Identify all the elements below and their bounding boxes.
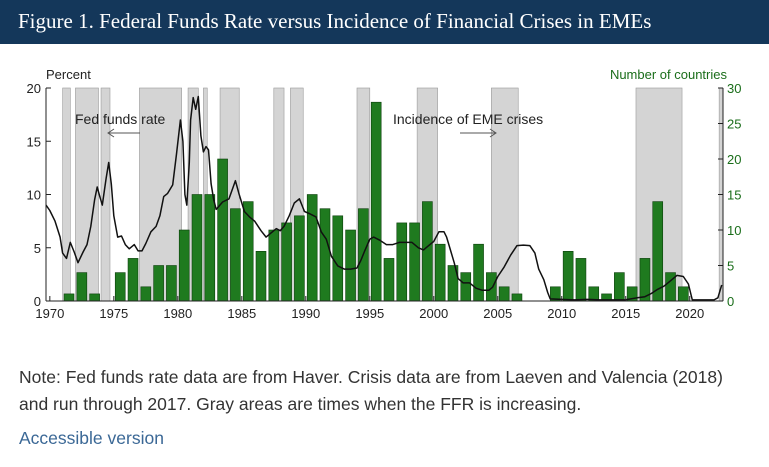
left-tick-label-10: 10 xyxy=(27,188,41,203)
ffr-line-layer xyxy=(45,95,723,301)
crisis-bar-1986 xyxy=(255,251,267,302)
crisis-bar-2017 xyxy=(652,201,664,302)
crisis-bar-1996 xyxy=(383,258,395,302)
crisis-bar-2014 xyxy=(614,272,625,302)
right-axis-label: Number of countries xyxy=(610,67,728,82)
crisis-bar-2003 xyxy=(473,243,484,302)
crisis-bar-1983 xyxy=(217,158,228,302)
crisis-bar-1977 xyxy=(140,286,152,302)
x-tick-label-1990: 1990 xyxy=(291,306,320,321)
crisis-bar-1980 xyxy=(178,229,190,302)
crisis-bar-2002 xyxy=(460,272,472,302)
x-tick-label-2000: 2000 xyxy=(419,306,448,321)
crisis-bar-1978 xyxy=(153,265,164,302)
crisis-bars xyxy=(63,101,689,302)
crisis-bar-1995 xyxy=(370,101,382,302)
right-tick-label-20: 20 xyxy=(727,152,741,167)
crisis-bar-1975 xyxy=(114,272,126,302)
crises-annotation: Incidence of EME crises xyxy=(393,111,543,127)
left-tick-label-15: 15 xyxy=(27,134,41,149)
crisis-bar-2010 xyxy=(562,251,574,302)
right-tick-label-0: 0 xyxy=(727,294,734,309)
crisis-bar-1992 xyxy=(332,215,344,302)
crisis-bar-1999 xyxy=(422,201,433,302)
x-tick-label-2010: 2010 xyxy=(547,306,576,321)
crisis-bar-2019 xyxy=(678,286,689,302)
title-bar: Figure 1. Federal Funds Rate versus Inci… xyxy=(0,0,769,44)
left-tick-label-0: 0 xyxy=(34,294,41,309)
x-tick-label-1995: 1995 xyxy=(355,306,384,321)
right-tick-label-10: 10 xyxy=(727,223,741,238)
crisis-bar-1997 xyxy=(396,222,408,302)
figure-title: Figure 1. Federal Funds Rate versus Inci… xyxy=(18,9,652,33)
crisis-bar-2006 xyxy=(511,293,523,302)
crisis-bar-2011 xyxy=(575,258,587,302)
shaded-period-0 xyxy=(62,87,71,302)
crisis-bar-1979 xyxy=(166,265,177,302)
crisis-bar-1971 xyxy=(63,293,75,302)
crisis-bar-1990 xyxy=(306,194,318,302)
ffr-annotation: Fed funds rate xyxy=(75,111,165,127)
crisis-bar-1998 xyxy=(409,222,420,302)
right-tick-label-15: 15 xyxy=(727,188,741,203)
accessible-version-link[interactable]: Accessible version xyxy=(19,428,164,448)
crisis-bar-1981 xyxy=(191,194,203,302)
x-tick-label-1980: 1980 xyxy=(163,306,192,321)
right-tick-label-30: 30 xyxy=(727,81,741,96)
x-tick-label-2015: 2015 xyxy=(611,306,640,321)
crises-arrow xyxy=(460,128,497,138)
x-tick-label-1970: 1970 xyxy=(35,306,64,321)
right-tick-label-25: 25 xyxy=(727,117,741,132)
x-tick-label-2005: 2005 xyxy=(483,306,512,321)
left-axis-label: Percent xyxy=(46,67,91,82)
crisis-bar-1973 xyxy=(89,293,100,302)
crisis-bar-1987 xyxy=(268,229,280,302)
ffr-arrow xyxy=(107,128,140,138)
right-tick-label-5: 5 xyxy=(727,259,734,274)
x-tick-label-1975: 1975 xyxy=(99,306,128,321)
crisis-bar-2004 xyxy=(486,272,497,302)
crisis-bar-2000 xyxy=(434,243,446,302)
crisis-bar-1989 xyxy=(294,215,305,302)
crisis-bar-1993 xyxy=(345,229,356,302)
x-tick-label-1985: 1985 xyxy=(227,306,256,321)
crisis-bar-1972 xyxy=(76,272,88,302)
crisis-bar-1984 xyxy=(230,208,241,302)
ffr-line xyxy=(45,95,723,301)
crisis-bar-1982 xyxy=(204,194,216,302)
crisis-bar-1976 xyxy=(127,258,139,302)
x-tick-label-2020: 2020 xyxy=(675,306,704,321)
left-tick-label-5: 5 xyxy=(34,241,41,256)
figure-note: Note: Fed funds rate data are from Haver… xyxy=(19,367,723,414)
crisis-bar-1988 xyxy=(281,222,292,302)
crisis-bar-1991 xyxy=(319,208,331,302)
crisis-bar-2005 xyxy=(498,286,510,302)
left-tick-label-20: 20 xyxy=(27,81,41,96)
